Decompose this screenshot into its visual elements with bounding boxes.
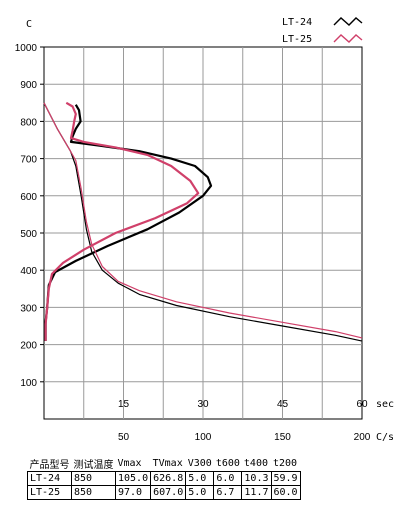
table-cell: 59.9 xyxy=(270,471,301,486)
legend: LT-24 LT-25 xyxy=(282,17,363,45)
y-tick-label: 600 xyxy=(20,192,37,203)
x-axis-velocity-unit-label: C/s xyxy=(376,432,394,443)
plot-grid xyxy=(43,46,363,420)
table-cell: 850 xyxy=(71,471,116,486)
y-axis-ticks: 100 200 300 400 500 600 700 800 900 1000 xyxy=(15,43,44,389)
y-axis-unit-label: C xyxy=(26,19,32,30)
table-row: LT-25 850 97.0 607.0 5.0 6.7 11.7 60.0 xyxy=(27,485,301,500)
spec-table: 产品型号 测试温度 Vmax TVmax V300 t600 t400 t200… xyxy=(27,456,301,500)
table-cell: 105.0 xyxy=(114,471,152,486)
x-axis-time-unit-label: sec xyxy=(376,399,394,410)
x-time-tick-label: 30 xyxy=(197,399,209,410)
header-cell: TVmax xyxy=(150,456,186,472)
table-cell: 6.7 xyxy=(213,485,243,500)
header-cell: 测试温度 xyxy=(71,456,116,472)
table-cell: LT-25 xyxy=(27,485,72,500)
legend-label-lt24: LT-24 xyxy=(282,17,312,28)
legend-swatch-lt24 xyxy=(333,17,363,26)
table-cell: 5.0 xyxy=(185,471,215,486)
table-cell: 11.7 xyxy=(241,485,272,500)
table-cell: 607.0 xyxy=(150,485,187,500)
y-tick-label: 800 xyxy=(20,117,37,128)
x-time-tick-label: 15 xyxy=(118,399,130,410)
cooling-curve-lt24 xyxy=(43,102,362,342)
y-tick-label: 900 xyxy=(20,80,37,91)
x-time-tick-label: 60 xyxy=(356,399,368,410)
velocity-curve-lt24 xyxy=(44,104,213,341)
legend-label-lt25: LT-25 xyxy=(282,34,312,45)
x-time-tick-label: 45 xyxy=(277,399,289,410)
header-cell: 产品型号 xyxy=(27,456,72,472)
table-cell: 6.0 xyxy=(213,471,243,486)
table-cell: 60.0 xyxy=(270,485,301,500)
table-cell: 10.3 xyxy=(241,471,272,486)
header-cell: V300 xyxy=(185,456,214,472)
y-tick-label: 400 xyxy=(20,266,37,277)
table-cell: 5.0 xyxy=(185,485,215,500)
header-cell: t400 xyxy=(241,456,271,472)
header-cell: t600 xyxy=(213,456,242,472)
table-row: LT-24 850 105.0 626.8 5.0 6.0 10.3 59.9 xyxy=(27,471,301,486)
cooling-chart: 100 200 300 400 500 600 700 800 900 1000 15 30 45 60… xyxy=(15,17,394,443)
y-tick-label: 200 xyxy=(20,341,37,352)
x-velocity-tick-label: 100 xyxy=(195,432,212,443)
header-cell: t200 xyxy=(271,456,301,472)
y-tick-label: 300 xyxy=(20,303,37,314)
y-tick-label: 700 xyxy=(20,155,37,166)
table-cell: 97.0 xyxy=(114,485,152,500)
table-cell: 626.8 xyxy=(150,471,187,486)
x-velocity-tick-label: 50 xyxy=(118,432,130,443)
x-axis-time-ticks: 15 30 45 60 xyxy=(118,399,368,410)
x-axis-velocity-ticks: 50 100 150 200 xyxy=(118,432,371,443)
header-cell: Vmax xyxy=(115,456,151,472)
table-header-row: 产品型号 测试温度 Vmax TVmax V300 t600 t400 t200 xyxy=(27,456,301,472)
cooling-curve-lt25 xyxy=(43,102,363,339)
legend-swatch-lt25 xyxy=(333,34,363,43)
y-tick-label: 500 xyxy=(20,229,37,240)
y-tick-label: 100 xyxy=(20,378,37,389)
velocity-curve-lt25 xyxy=(44,101,200,341)
table-cell: 850 xyxy=(71,485,116,500)
x-velocity-tick-label: 200 xyxy=(354,432,371,443)
data-series xyxy=(43,101,363,342)
y-tick-label: 1000 xyxy=(15,43,38,54)
x-velocity-tick-label: 150 xyxy=(274,432,291,443)
table-cell: LT-24 xyxy=(27,471,72,486)
